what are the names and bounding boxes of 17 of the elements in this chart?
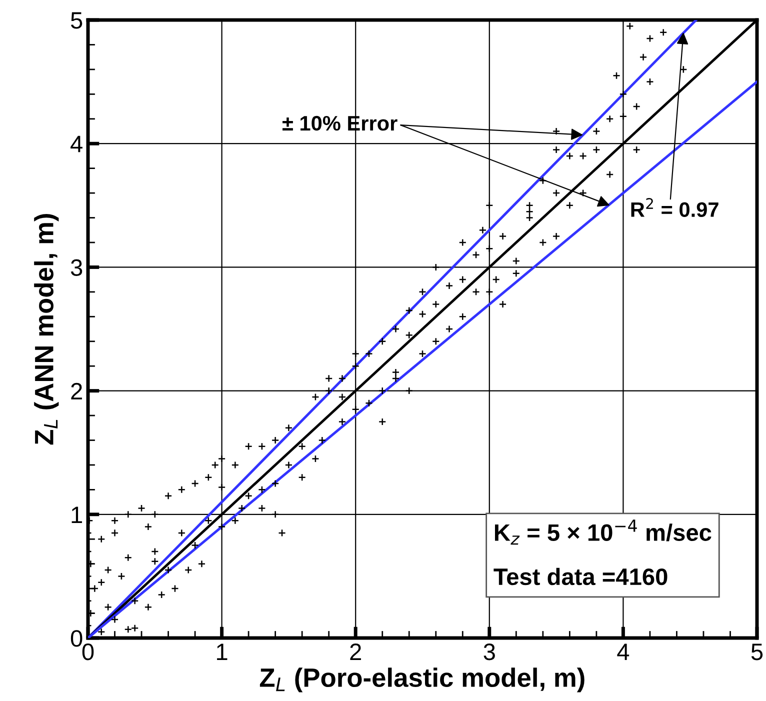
x-axis-title: Z$_{L}$ (Poro-elastic model, m) — [260, 668, 584, 692]
x-tick-label: 1 — [217, 644, 228, 660]
x-tick-label: 2 — [350, 643, 361, 660]
y-tick-label: 4 — [70, 136, 82, 152]
y-tick-label: 5 — [70, 12, 82, 29]
y-tick-label: 3 — [70, 259, 82, 276]
x-tick-label: 5 — [751, 644, 763, 660]
y-tick-label: 1 — [72, 506, 82, 523]
annotation: R$^{2}$ = 0.97 — [631, 198, 718, 218]
x-tick-label: 3 — [484, 643, 495, 660]
y-tick-label: 0 — [70, 630, 82, 647]
annotation: Test data =4160 — [494, 568, 668, 586]
annotation: K$_{z}$ = 5 × 10$^{−4}$ m/sec — [494, 520, 712, 545]
x-tick-label: 4 — [617, 644, 630, 660]
y-axis-title: Z$_{L}$ (ANN model, m) — [34, 214, 59, 445]
x-tick-label: 0 — [82, 643, 94, 660]
y-tick-label: 2 — [71, 382, 82, 400]
